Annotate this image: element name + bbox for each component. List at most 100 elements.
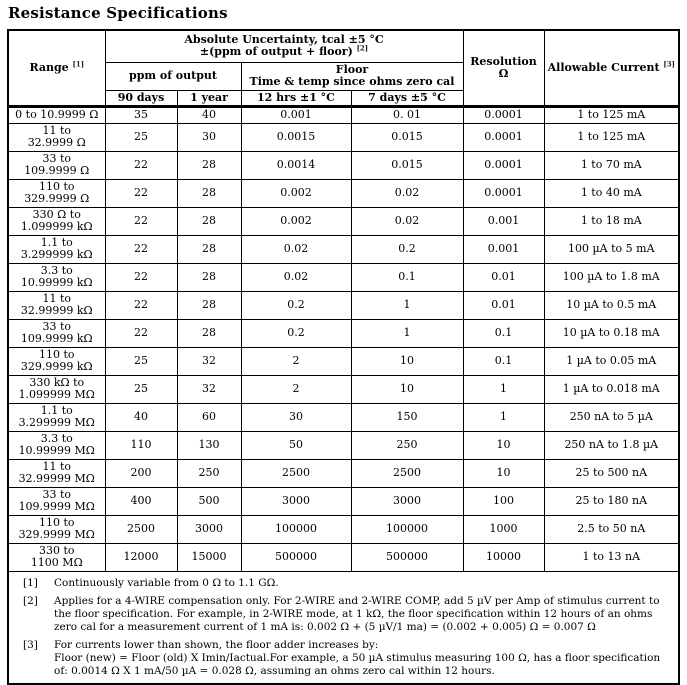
floor-7days-cell: 0.015 <box>350 122 464 152</box>
range-cell: 33 to 109.9999 MΩ <box>7 486 106 516</box>
footnote-ref-3: [3] <box>663 59 675 69</box>
table-row: 110 to 329.9999 Ω 22 28 0.002 0.02 0.000… <box>7 178 680 208</box>
col-header-1-year: 1 year <box>176 89 242 108</box>
resolution-cell: 10 <box>462 430 545 460</box>
floor-12hrs-cell: 0.02 <box>240 262 352 292</box>
floor-12hrs-cell: 2 <box>240 346 352 376</box>
page: Resistance Specifications Range [1] Abso… <box>7 4 681 685</box>
range-cell: 0 to 10.9999 Ω <box>7 106 106 124</box>
floor-7days-cell: 0.02 <box>350 206 464 236</box>
table-row: 0 to 10.9999 Ω 35 40 0.001 0. 01 0.0001 … <box>7 106 680 124</box>
resolution-cell: 0.1 <box>462 318 545 348</box>
col-header-12-hrs: 12 hrs ±1 °C <box>240 89 352 108</box>
header-row-1: Range [1] Absolute Uncertainty, tcal ±5 … <box>7 29 680 108</box>
floor-12hrs-cell: 0.002 <box>240 178 352 208</box>
floor-12hrs-cell: 3000 <box>240 486 352 516</box>
range-cell: 1.1 to 3.299999 kΩ <box>7 234 106 264</box>
footnote-2-id: [2] <box>23 594 38 607</box>
allowable-current-cell: 2.5 to 50 nA <box>543 514 680 544</box>
floor-7days-cell: 1 <box>350 318 464 348</box>
header-row-3: 90 days 1 year 12 hrs ±1 °C 7 days ±5 °C <box>8 89 679 108</box>
table-row: 110 to 329.9999 kΩ 25 32 2 10 0.1 1 µA t… <box>7 346 680 376</box>
floor-12hrs-cell: 0.001 <box>240 106 352 124</box>
floor-7days-cell: 0.1 <box>350 262 464 292</box>
ppm-1year-cell: 500 <box>176 486 242 516</box>
allowable-current-cell: 250 nA to 5 µA <box>543 402 680 432</box>
table-row: 330 kΩ to 1.099999 MΩ 25 32 2 10 1 1 µA … <box>7 374 680 404</box>
range-cell: 110 to 329.9999 Ω <box>7 178 106 208</box>
table-header: Range [1] Absolute Uncertainty, tcal ±5 … <box>7 29 680 108</box>
ppm-1year-cell: 60 <box>176 402 242 432</box>
floor-12hrs-cell: 30 <box>240 402 352 432</box>
footnote-1-id: [1] <box>23 576 38 589</box>
table-row: 3.3 to 10.99999 MΩ 110 130 50 250 10 250… <box>7 430 680 460</box>
floor-12hrs-cell: 2500 <box>240 458 352 488</box>
floor-header-line1: Floor <box>335 62 369 76</box>
table-footer: [1] Continuously variable from 0 Ω to 1.… <box>7 570 680 684</box>
allowable-current-cell: 1 to 125 mA <box>543 122 680 152</box>
resolution-header-unit: Ω <box>498 67 509 80</box>
range-cell: 11 to 32.99999 kΩ <box>7 290 106 320</box>
range-cell: 330 to 1100 MΩ <box>7 542 106 572</box>
allowable-current-cell: 10 µA to 0.18 mA <box>543 318 680 348</box>
floor-header-line2: Time & temp since ohms zero cal <box>249 75 455 88</box>
ppm-90days-cell: 22 <box>104 290 178 320</box>
floor-7days-cell: 150 <box>350 402 464 432</box>
ppm-90days-cell: 22 <box>104 206 178 236</box>
allowable-current-cell: 1 to 13 nA <box>543 542 680 572</box>
resolution-cell: 0.0001 <box>462 122 545 152</box>
floor-7days-cell: 0.015 <box>350 150 464 180</box>
ppm-1year-cell: 28 <box>176 178 242 208</box>
ppm-1year-cell: 30 <box>176 122 242 152</box>
resolution-cell: 0.001 <box>462 234 545 264</box>
ppm-1year-cell: 28 <box>176 318 242 348</box>
footnote-ref-1: [1] <box>72 59 85 69</box>
floor-12hrs-cell: 0.0015 <box>240 122 352 152</box>
allowable-current-cell: 100 µA to 5 mA <box>543 234 680 264</box>
uncertainty-header-line1: Absolute Uncertainty, tcal ±5 °C <box>184 32 384 46</box>
ppm-1year-cell: 32 <box>176 374 242 404</box>
ppm-90days-cell: 25 <box>104 374 178 404</box>
table-row: 11 to 32.9999 Ω 25 30 0.0015 0.015 0.000… <box>7 122 680 152</box>
floor-7days-cell: 500000 <box>350 542 464 572</box>
resolution-cell: 0.01 <box>462 290 545 320</box>
ppm-90days-cell: 110 <box>104 430 178 460</box>
floor-7days-cell: 0. 01 <box>350 106 464 124</box>
range-cell: 3.3 to 10.99999 MΩ <box>7 430 106 460</box>
ppm-1year-cell: 32 <box>176 346 242 376</box>
floor-7days-cell: 0.2 <box>350 234 464 264</box>
range-cell: 33 to 109.9999 Ω <box>7 150 106 180</box>
ppm-1year-cell: 28 <box>176 262 242 292</box>
allowable-current-cell: 10 µA to 0.5 mA <box>543 290 680 320</box>
range-cell: 330 kΩ to 1.099999 MΩ <box>7 374 106 404</box>
allowable-current-cell: 1 µA to 0.018 mA <box>543 374 680 404</box>
ppm-1year-cell: 28 <box>176 150 242 180</box>
floor-12hrs-cell: 0.002 <box>240 206 352 236</box>
ppm-90days-cell: 12000 <box>104 542 178 572</box>
floor-7days-cell: 1 <box>350 290 464 320</box>
floor-7days-cell: 10 <box>350 346 464 376</box>
resolution-cell: 0.0001 <box>462 150 545 180</box>
range-cell: 3.3 to 10.99999 kΩ <box>7 262 106 292</box>
floor-12hrs-cell: 2 <box>240 374 352 404</box>
range-cell: 110 to 329.9999 kΩ <box>7 346 106 376</box>
resolution-cell: 0.001 <box>462 206 545 236</box>
ppm-1year-cell: 130 <box>176 430 242 460</box>
floor-12hrs-cell: 500000 <box>240 542 352 572</box>
footnotes-row: [1] Continuously variable from 0 Ω to 1.… <box>7 570 680 684</box>
table-row: 11 to 32.99999 kΩ 22 28 0.2 1 0.01 10 µA… <box>7 290 680 320</box>
resolution-cell: 10000 <box>462 542 545 572</box>
col-header-90-days: 90 days <box>104 89 178 108</box>
ppm-90days-cell: 40 <box>104 402 178 432</box>
footnote-1-text: Continuously variable from 0 Ω to 1.1 GΩ… <box>54 576 279 589</box>
footnote-3: [3] For currents lower than shown, the f… <box>23 639 670 678</box>
resolution-cell: 1 <box>462 374 545 404</box>
table-body: 0 to 10.9999 Ω 35 40 0.001 0. 01 0.0001 … <box>7 106 680 572</box>
resolution-cell: 0.1 <box>462 346 545 376</box>
table-row: 330 to 1100 MΩ 12000 15000 500000 500000… <box>7 542 680 572</box>
footnote-3-text: For currents lower than shown, the floor… <box>54 638 661 677</box>
ppm-90days-cell: 25 <box>104 122 178 152</box>
allowable-current-header-label: Allowable Current <box>547 60 660 74</box>
ppm-1year-cell: 250 <box>176 458 242 488</box>
allowable-current-cell: 1 to 18 mA <box>543 206 680 236</box>
